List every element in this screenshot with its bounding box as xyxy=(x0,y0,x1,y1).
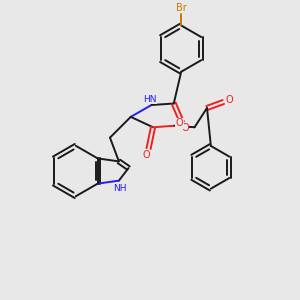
Text: NH: NH xyxy=(114,184,127,194)
Text: Br: Br xyxy=(176,3,187,13)
Text: O: O xyxy=(142,150,150,160)
Text: HN: HN xyxy=(143,94,157,103)
Text: O: O xyxy=(225,95,233,105)
Text: O: O xyxy=(181,123,189,133)
Text: O: O xyxy=(176,118,184,128)
